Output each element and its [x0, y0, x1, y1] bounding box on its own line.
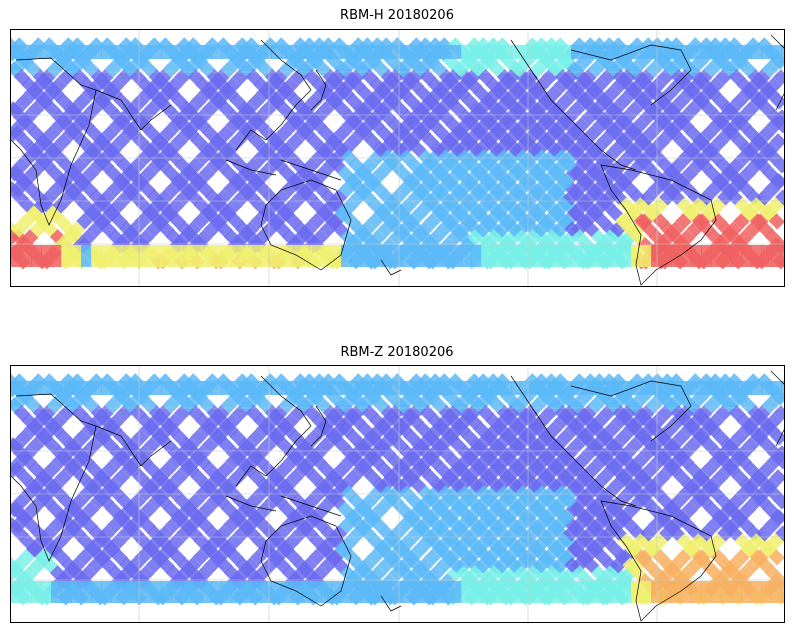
map-canvas-rbm-z [11, 366, 784, 622]
coastlines [11, 370, 784, 622]
panel-title-rbm-z: RBM-Z 20180206 [340, 345, 454, 360]
gridlines [11, 366, 784, 622]
swath-layer [11, 37, 784, 270]
map-rbm-z [10, 365, 785, 623]
gridlines [11, 30, 784, 286]
map-canvas-rbm-h [11, 30, 784, 286]
swath-layer [11, 373, 784, 606]
panel-title-rbm-h: RBM-H 20180206 [340, 8, 454, 23]
map-rbm-h [10, 29, 785, 287]
coastlines [11, 34, 784, 286]
